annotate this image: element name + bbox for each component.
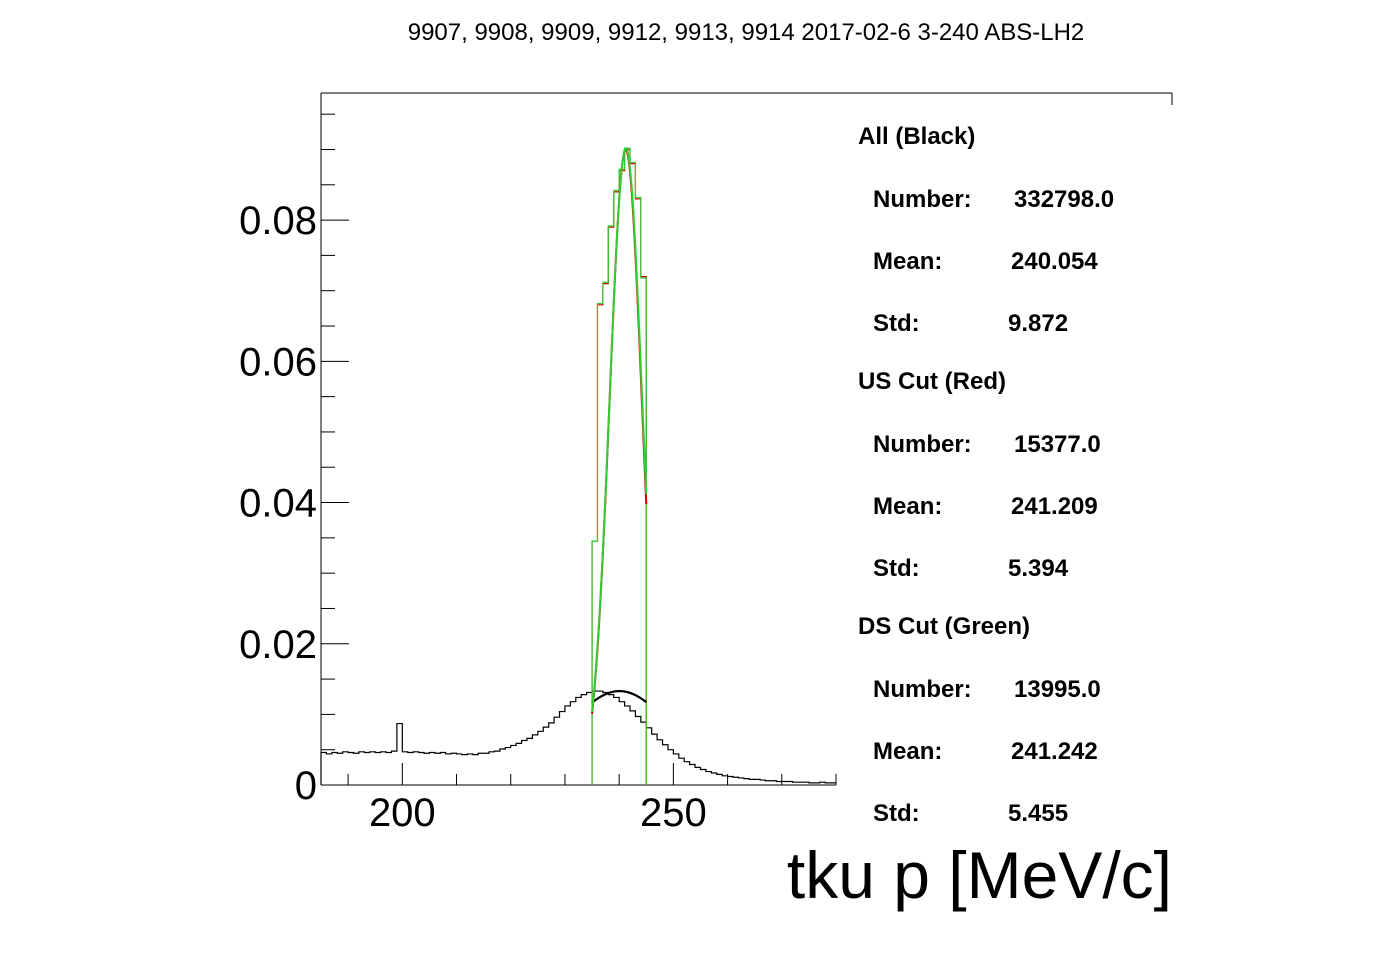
stats-label: Number: bbox=[873, 676, 972, 703]
stats-value: 240.054 bbox=[1011, 248, 1098, 275]
stats-label: Mean: bbox=[873, 493, 942, 520]
y-axis: 0 0.02 0.04 0.06 0.08 bbox=[239, 113, 349, 808]
y-tick-label: 0 bbox=[295, 764, 317, 808]
stats-label: Std: bbox=[873, 800, 920, 827]
histogram-ds_cut bbox=[591, 147, 647, 785]
stats-header: US Cut (Red) bbox=[858, 368, 1006, 395]
x-axis: 200 250 bbox=[347, 763, 837, 835]
y-tick-label: 0.08 bbox=[239, 199, 317, 243]
stats-label: Mean: bbox=[873, 248, 942, 275]
stats-value: 332798.0 bbox=[1014, 186, 1114, 213]
fit-curve-us_fit bbox=[591, 148, 648, 714]
fit-curve-all_fit bbox=[591, 689, 647, 704]
stats-header: All (Black) bbox=[858, 123, 975, 150]
y-tick-label: 0.04 bbox=[239, 482, 317, 526]
stats-value: 5.455 bbox=[1008, 800, 1068, 827]
y-tick-label: 0.06 bbox=[239, 340, 317, 384]
stats-label: Number: bbox=[873, 431, 972, 458]
plot-frame bbox=[320, 92, 1173, 786]
stats-value: 5.394 bbox=[1008, 555, 1069, 582]
stats-value: 15377.0 bbox=[1014, 431, 1101, 458]
stats-label: Mean: bbox=[873, 738, 942, 765]
stats-value: 241.242 bbox=[1011, 738, 1098, 765]
fit-curve-ds_fit bbox=[591, 147, 648, 712]
stats-header: DS Cut (Green) bbox=[858, 613, 1030, 640]
histogram-us_cut bbox=[591, 148, 647, 785]
fit-layer bbox=[591, 147, 648, 714]
stats-label: Number: bbox=[873, 186, 972, 213]
stats-value: 13995.0 bbox=[1014, 676, 1101, 703]
x-axis-label: tku p [MeV/c] bbox=[787, 838, 1172, 912]
stats-value: 241.209 bbox=[1011, 493, 1098, 520]
stats-label: Std: bbox=[873, 555, 920, 582]
y-tick-label: 0.02 bbox=[239, 623, 317, 667]
x-tick-label: 200 bbox=[369, 791, 436, 835]
stats-label: Std: bbox=[873, 310, 920, 337]
histogram-all bbox=[320, 690, 836, 785]
stats-value: 9.872 bbox=[1008, 310, 1068, 337]
x-tick-label: 250 bbox=[640, 791, 707, 835]
stats-box: All (Black) Number: 332798.0 Mean: 240.054 St… bbox=[858, 123, 1114, 827]
chart-title: 9907, 9908, 9909, 9912, 9913, 9914 2017-… bbox=[408, 19, 1085, 46]
series-layer bbox=[320, 147, 836, 785]
